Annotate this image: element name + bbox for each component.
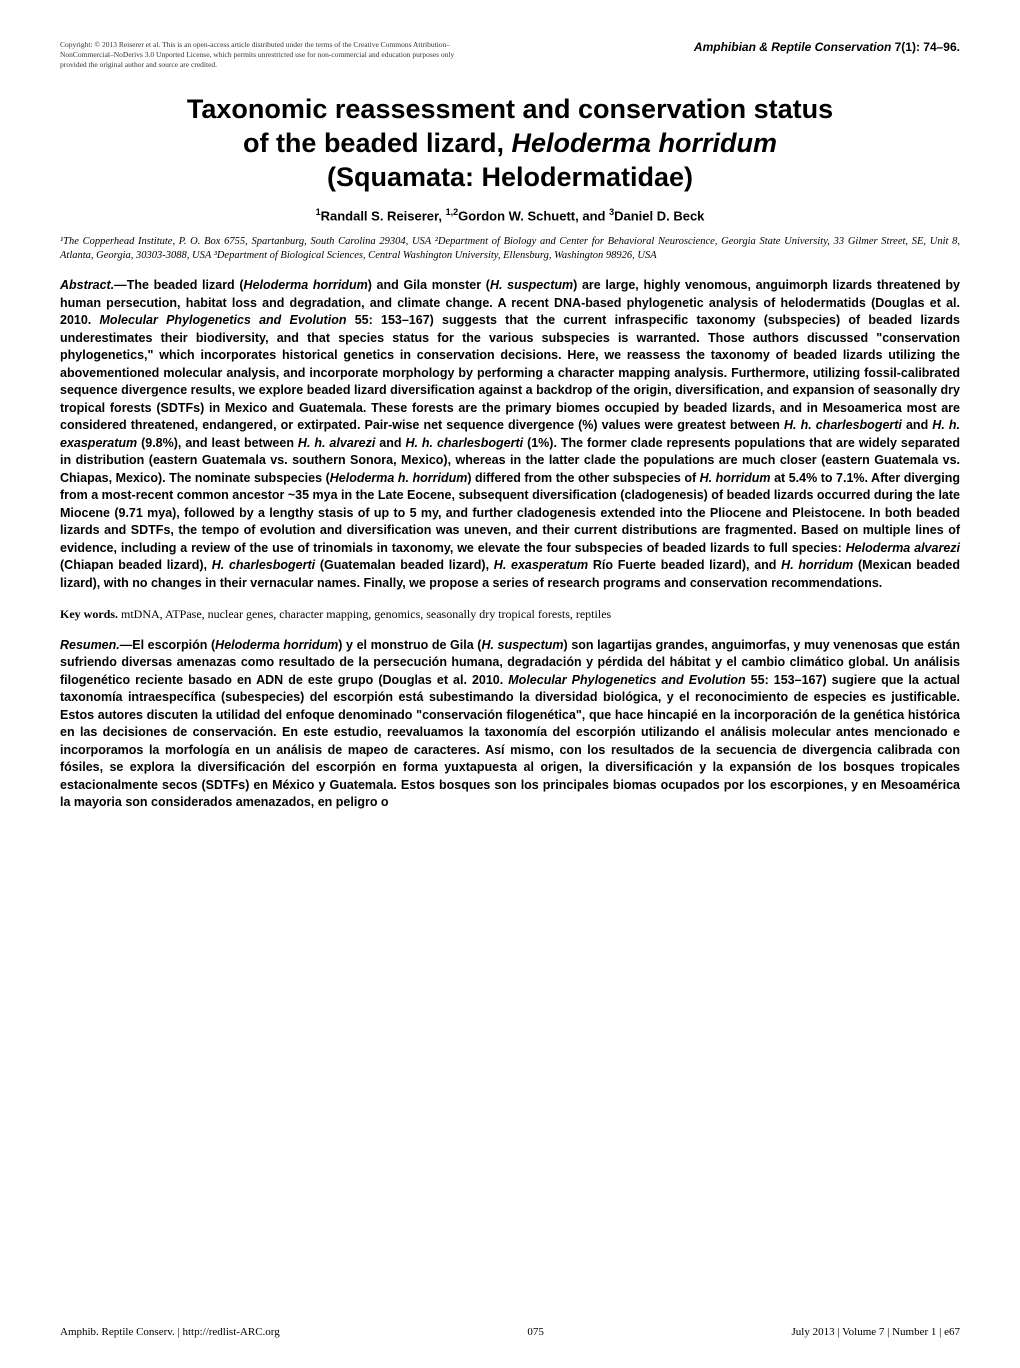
species-name: H. suspectum xyxy=(490,278,573,292)
title-species: Heloderma horridum xyxy=(512,128,778,158)
title-line-2: of the beaded lizard, xyxy=(243,128,512,158)
resumen-text: ) y el monstruo de Gila ( xyxy=(338,638,481,652)
species-name: H. suspectum xyxy=(481,638,563,652)
affiliations: ¹The Copperhead Institute, P. O. Box 675… xyxy=(60,235,960,263)
species-name: H. charlesbogerti xyxy=(212,558,315,572)
journal-name: Amphibian & Reptile Conservation xyxy=(694,40,891,54)
abstract-text: (Chiapan beaded lizard), xyxy=(60,558,212,572)
abstract-text: (9.8%), and least between xyxy=(137,436,298,450)
abstract-text: ) differed from the other subspecies of xyxy=(467,471,699,485)
species-name: Heloderma horridum xyxy=(244,278,368,292)
journal-reference: Amphibian & Reptile Conservation 7(1): 7… xyxy=(694,40,960,54)
footer-left: Amphib. Reptile Conserv. | http://redlis… xyxy=(60,1326,280,1338)
species-name: Heloderma h. horridum xyxy=(330,471,468,485)
journal-pages: 7(1): 74–96. xyxy=(891,40,960,54)
keywords-text: mtDNA, ATPase, nuclear genes, character … xyxy=(118,607,611,621)
species-name: Heloderma alvarezi xyxy=(846,541,960,555)
resumen-section: Resumen.—El escorpión (Heloderma horridu… xyxy=(60,637,960,812)
resumen-text: El escorpión ( xyxy=(132,638,215,652)
resumen-label: Resumen.— xyxy=(60,638,132,652)
species-name: H. horridum xyxy=(781,558,853,572)
species-name: Heloderma horridum xyxy=(215,638,338,652)
species-name: H. horridum xyxy=(700,471,771,485)
abstract-label: Abstract.— xyxy=(60,278,127,292)
page-footer: Amphib. Reptile Conserv. | http://redlis… xyxy=(60,1326,960,1338)
abstract-text: and xyxy=(375,436,405,450)
article-title: Taxonomic reassessment and conservation … xyxy=(60,93,960,194)
title-line-1: Taxonomic reassessment and conservation … xyxy=(187,94,833,124)
abstract-section: Abstract.—The beaded lizard (Heloderma h… xyxy=(60,277,960,592)
species-name: H. h. charlesbogerti xyxy=(405,436,523,450)
copyright-notice: Copyright: © 2013 Reiserer et al. This i… xyxy=(60,40,480,69)
footer-page-number: 075 xyxy=(527,1326,544,1338)
species-name: H. h. alvarezi xyxy=(298,436,375,450)
species-name: H. h. charlesbogerti xyxy=(784,418,902,432)
abstract-text: The beaded lizard ( xyxy=(127,278,244,292)
footer-right: July 2013 | Volume 7 | Number 1 | e67 xyxy=(792,1326,960,1338)
keywords-section: Key words. mtDNA, ATPase, nuclear genes,… xyxy=(60,606,960,623)
journal-italic: Molecular Phylogenetics and Evolution xyxy=(100,313,347,327)
keywords-label: Key words. xyxy=(60,607,118,621)
title-line-3: (Squamata: Helodermatidae) xyxy=(327,162,693,192)
page-header: Copyright: © 2013 Reiserer et al. This i… xyxy=(60,40,960,69)
abstract-text: (Guatemalan beaded lizard), xyxy=(315,558,494,572)
abstract-text: and xyxy=(902,418,932,432)
species-name: H. exasperatum xyxy=(494,558,588,572)
journal-italic: Molecular Phylogenetics and Evolution xyxy=(508,673,745,687)
abstract-text: Río Fuerte beaded lizard), and xyxy=(588,558,781,572)
authors-line: 1Randall S. Reiserer, 1,2Gordon W. Schue… xyxy=(60,207,960,223)
abstract-text: ) and Gila monster ( xyxy=(368,278,490,292)
abstract-text: 55: 153–167) suggests that the current i… xyxy=(60,313,960,432)
resumen-text: 55: 153–167) sugiere que la actual taxon… xyxy=(60,673,960,810)
